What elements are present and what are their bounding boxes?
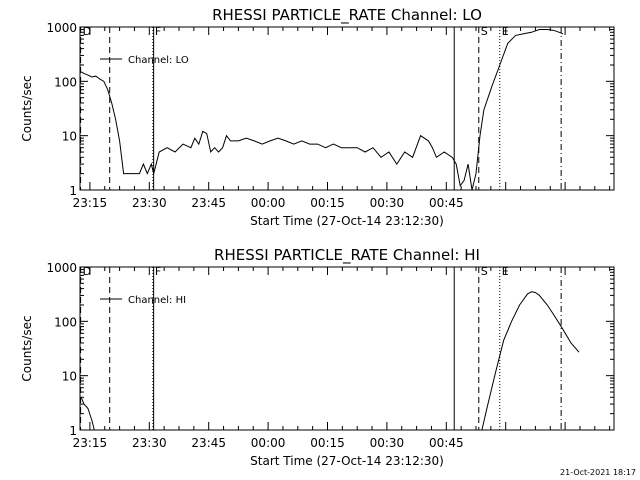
x-tick-label: 00:15	[310, 436, 345, 450]
event-marker-label: E	[502, 265, 509, 278]
y-axis-label: Counts/sec	[20, 315, 34, 381]
plot-lo-channel: RHESSI PARTICLE_RATE Channel: LO Start T…	[20, 6, 615, 228]
event-marker-label: F	[155, 25, 161, 38]
event-marker-label: S	[481, 265, 488, 278]
series-line	[80, 291, 580, 431]
y-tick-label: 1	[69, 184, 77, 198]
x-tick-label: 23:45	[191, 436, 226, 450]
x-tick-label: 23:30	[132, 436, 167, 450]
event-marker-label: D	[83, 25, 91, 38]
x-axis-label: Start Time (27-Oct-14 23:12:30)	[250, 214, 444, 228]
event-marker-label: S	[481, 25, 488, 38]
x-tick-label: 00:45	[429, 196, 464, 210]
x-tick-label: 23:30	[132, 196, 167, 210]
y-tick-label: 100	[54, 315, 77, 329]
y-tick-label: 1000	[46, 21, 77, 35]
plot-frame	[79, 266, 615, 431]
x-tick-label: 23:15	[73, 196, 108, 210]
chart-title: RHESSI PARTICLE_RATE Channel: LO	[212, 6, 482, 25]
y-tick-label: 1000	[46, 261, 77, 275]
legend-label: Channel: LO	[128, 55, 189, 66]
x-tick-label: 00:00	[251, 436, 286, 450]
x-tick-label: 00:15	[310, 196, 345, 210]
x-tick-label: 00:00	[251, 196, 286, 210]
event-marker-label: E	[502, 25, 509, 38]
x-axis-label: Start Time (27-Oct-14 23:12:30)	[250, 454, 444, 468]
y-tick-label: 1	[69, 424, 77, 438]
chart-title: RHESSI PARTICLE_RATE Channel: HI	[214, 246, 480, 265]
event-marker-label: D	[83, 265, 91, 278]
footer-timestamp: 21-Oct-2021 18:17	[560, 468, 636, 477]
plot-frame	[79, 26, 615, 191]
plot-hi-channel: RHESSI PARTICLE_RATE Channel: HI Start T…	[20, 246, 615, 468]
y-tick-label: 100	[54, 75, 77, 89]
x-tick-label: 00:30	[370, 436, 405, 450]
y-tick-label: 10	[62, 370, 77, 384]
x-tick-label: 23:45	[191, 196, 226, 210]
x-tick-label: 00:30	[370, 196, 405, 210]
x-tick-label: 00:45	[429, 436, 464, 450]
y-tick-label: 10	[62, 130, 77, 144]
event-marker-label: F	[155, 265, 161, 278]
x-tick-label: 23:15	[73, 436, 108, 450]
series-line	[80, 29, 564, 191]
legend-label: Channel: HI	[128, 295, 186, 306]
y-axis-label: Counts/sec	[20, 75, 34, 141]
